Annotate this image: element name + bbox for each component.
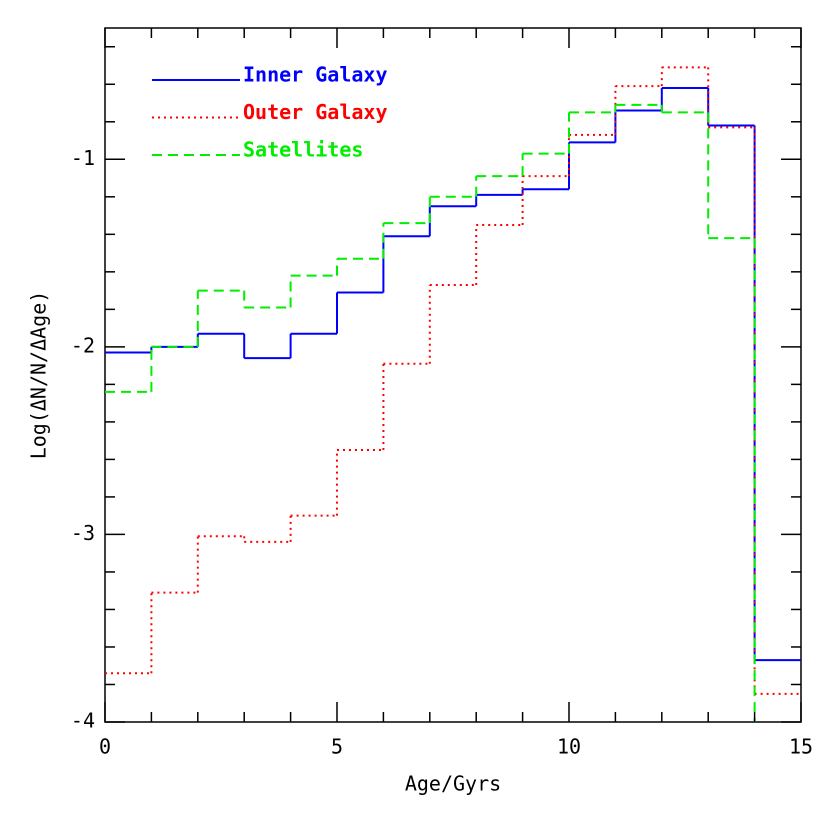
y-tick-label: -2 [71,333,95,357]
y-tick-label: -1 [71,146,95,170]
plot-frame [104,27,802,723]
x-tick-label: 0 [99,735,111,759]
x-axis-label: Age/Gyrs [405,772,501,796]
y-tick-label: -4 [71,709,95,733]
plot-area [105,66,801,722]
y-tick-label: -3 [71,521,95,545]
x-tick-label: 5 [331,735,343,759]
legend-label: Outer Galaxy [243,100,388,124]
x-tick-label: 10 [557,735,581,759]
y-axis-label: Log(ΔN/N/ΔAge) [27,291,51,460]
x-tick-label: 15 [789,735,813,759]
legend-label: Inner Galaxy [243,63,388,87]
legend-label: Satellites [243,138,363,162]
